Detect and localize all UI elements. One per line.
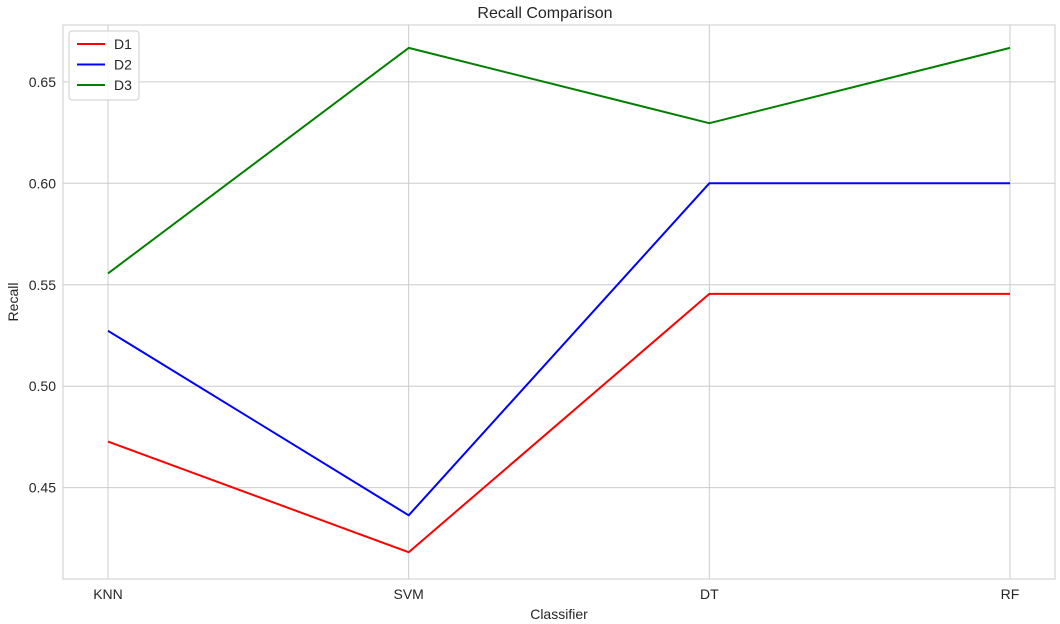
y-tick-label: 0.55 [29,277,56,293]
x-tick-label: DT [700,586,719,602]
y-tick-label: 0.50 [29,378,56,394]
y-tick-label: 0.60 [29,175,56,191]
legend: D1 D2 D3 [68,30,140,101]
x-axis-label: Classifier [530,606,588,622]
y-tick-labels: 0.45 0.50 0.55 0.60 0.65 [29,74,56,496]
x-tick-label: KNN [93,586,123,602]
x-tick-labels: KNN SVM DT RF [93,586,1019,602]
series-line-d2 [107,182,1010,517]
series-line-d3 [107,46,1011,275]
y-axis-label: Recall [5,283,21,322]
series-lines [107,46,1011,554]
grid-lines [63,25,1055,579]
legend-label-d2: D2 [114,57,132,73]
chart-title: Recall Comparison [477,5,612,22]
legend-label-d3: D3 [114,77,132,93]
x-tick-label: RF [1001,586,1020,602]
y-tick-label: 0.65 [29,74,56,90]
plot-frame [62,24,1056,580]
legend-label-d1: D1 [114,36,132,52]
series-line-d1 [107,292,1010,554]
y-tick-label: 0.45 [29,480,56,496]
x-tick-label: SVM [393,586,423,602]
